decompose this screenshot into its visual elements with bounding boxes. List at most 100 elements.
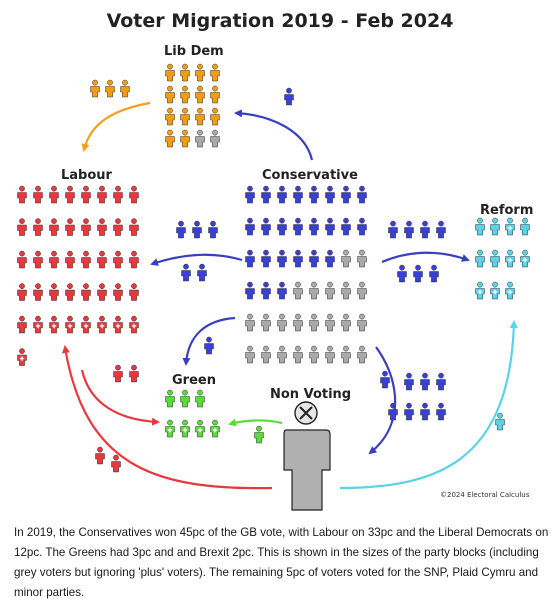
conservative-voter-icon — [277, 313, 287, 332]
conservative-voter-icon — [245, 313, 255, 332]
diagram-canvas — [17, 63, 530, 511]
labour-voter-icon — [81, 185, 91, 204]
green-migrant-icon — [254, 425, 264, 444]
conservative-voter-icon — [245, 249, 255, 268]
reform-voter-icon — [505, 217, 515, 236]
labour-voter-icon — [97, 185, 107, 204]
conservative-voter-icon — [325, 217, 335, 236]
libdem-voter-icon — [210, 63, 220, 82]
conservative-voter-icon — [245, 217, 255, 236]
reform-voter-icon — [520, 249, 530, 268]
labour-voter-icon — [113, 250, 123, 269]
conservative-voter-icon — [245, 185, 255, 204]
conservative-voter-icon — [357, 217, 367, 236]
labour-voter-icon — [97, 218, 107, 236]
conservative-voter-icon — [277, 281, 287, 300]
conservative-voter-icon — [357, 185, 367, 204]
labour-voter-icon — [65, 218, 75, 236]
labour-label: Labour — [61, 168, 112, 183]
conservative-voter-icon — [277, 249, 287, 268]
conservative-migrant-icon — [404, 402, 414, 421]
conservative-voter-icon — [309, 249, 319, 268]
labour-voter-icon — [81, 250, 91, 269]
conservative-migrant-icon — [420, 220, 430, 239]
labour-voter-icon — [81, 315, 91, 334]
conservative-voter-icon — [357, 249, 367, 268]
conservative-voter-icon — [261, 185, 271, 204]
labour-voter-icon — [65, 283, 75, 301]
conservative-voter-icon — [341, 217, 351, 236]
arrow-conservative-to-reform — [381, 251, 470, 264]
labour-voter-icon — [49, 185, 59, 204]
labour-voter-icon — [129, 250, 139, 269]
conservative-voter-icon — [261, 249, 271, 268]
libdem-voter-icon — [195, 129, 205, 148]
reform-voter-icon — [475, 217, 485, 236]
labour-migrant-icon — [95, 446, 105, 465]
non-voting-label: Non Voting — [270, 387, 352, 402]
libdem-voter-icon — [180, 129, 190, 148]
reform-voter-icon — [490, 249, 500, 268]
labour-voter-icon — [33, 250, 43, 269]
green-voter-icon — [195, 389, 205, 408]
conservative-migrant-icon — [436, 372, 446, 391]
conservative-voter-icon — [309, 313, 319, 332]
arrow-conservative-to-green — [182, 316, 236, 366]
labour-voter-icon — [97, 315, 107, 334]
conservative-voter-icon — [309, 345, 319, 364]
conservative-migrant-icon — [404, 220, 414, 239]
labour-voter-icon — [17, 348, 27, 366]
copyright-text: ©2024 Electoral Calculus — [440, 491, 530, 499]
labour-migrant-icon — [113, 364, 123, 383]
conservative-voter-icon — [277, 185, 287, 204]
conservative-voter-icon — [309, 217, 319, 236]
libdem-voter-icon — [180, 85, 190, 104]
conservative-voter-icon — [261, 345, 271, 364]
labour-voter-icon — [81, 283, 91, 301]
conservative-voter-icon — [357, 313, 367, 332]
conservative-voter-icon — [293, 313, 303, 332]
labour-voter-icon — [49, 218, 59, 236]
libdem-voter-icon — [180, 107, 190, 126]
labour-voter-icon — [113, 218, 123, 236]
libdem-voter-icon — [210, 129, 220, 148]
green-voter-icon — [210, 419, 220, 438]
labour-voter-icon — [17, 315, 27, 334]
libdem-voter-icon — [165, 129, 175, 148]
conservative-voter-icon — [293, 281, 303, 300]
libdem-voter-icon — [195, 63, 205, 82]
labour-voter-icon — [97, 283, 107, 301]
green-voter-icon — [165, 389, 175, 408]
conservative-migrant-icon — [176, 220, 186, 239]
labour-voter-icon — [49, 283, 59, 301]
conservative-voter-icon — [277, 217, 287, 236]
lib-dem-label: Lib Dem — [164, 44, 224, 59]
conservative-voter-icon — [325, 185, 335, 204]
conservative-voter-icon — [357, 281, 367, 300]
arrow-conservative-to-labour — [150, 253, 243, 266]
conservative-migrant-icon — [397, 264, 407, 283]
conservative-voter-icon — [309, 185, 319, 204]
conservative-migrant-icon — [284, 87, 294, 106]
green-voter-icon — [180, 419, 190, 438]
labour-voter-icon — [17, 218, 27, 236]
reform-voter-icon — [520, 217, 530, 236]
green-voter-icon — [165, 419, 175, 438]
conservative-migrant-icon — [208, 220, 218, 239]
conservative-voter-icon — [261, 217, 271, 236]
caption-text: In 2019, the Conservatives won 45pc of t… — [14, 526, 549, 599]
conservative-voter-icon — [341, 185, 351, 204]
conservative-migrant-icon — [192, 220, 202, 239]
arrow-conservative-to-libdem — [234, 109, 314, 161]
arrow-labour-to-green — [80, 369, 160, 426]
conservative-migrant-icon — [404, 372, 414, 391]
diagram-title: Voter Migration 2019 - Feb 2024 — [106, 10, 454, 32]
arrow-libdem-to-labour — [81, 101, 151, 152]
labour-voter-icon — [17, 283, 27, 301]
conservative-voter-icon — [357, 345, 367, 364]
libdem-migrant-icon — [120, 79, 130, 98]
conservative-migrant-icon — [413, 264, 423, 283]
non-voting-figure — [283, 401, 331, 511]
libdem-migrant-icon — [105, 79, 115, 98]
libdem-voter-icon — [210, 85, 220, 104]
